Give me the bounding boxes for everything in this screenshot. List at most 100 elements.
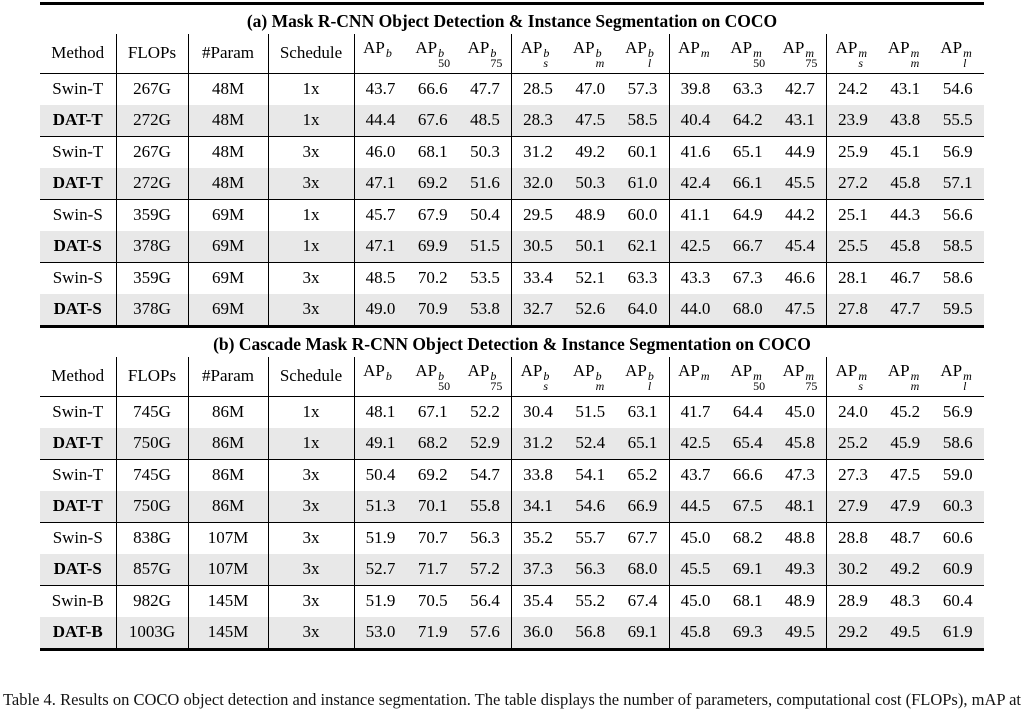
value-cell: 48.9 [785,591,815,610]
value-cell: 44.9 [785,142,815,161]
column-header: AP b [353,357,407,397]
value-cell: 63.1 [627,402,658,421]
table-a-title: (a) Mask R-CNN Object Detection & Instan… [246,11,778,31]
value-cell: 47.5 [564,105,617,137]
value-cell: 48.5 [459,105,512,137]
value-cell: 53.0 [353,617,407,651]
supsub-script: b 75 [490,369,503,393]
column-header: AP m 50 [721,357,774,397]
supsub-script: m 75 [805,369,818,393]
value-cell: 1x [267,199,354,231]
value-cell: 58.5 [616,105,669,137]
value-cell: 60.1 [627,142,658,161]
value-cell: 28.9 [826,585,879,617]
value-cell: 56.9 [942,402,973,421]
value-cell: 43.7 [353,73,407,105]
value-cell: 55.7 [575,528,606,547]
value-cell: 45.4 [774,231,827,263]
value-cell: 267G [115,136,188,168]
column-header: Method [40,34,116,74]
value-cell: 47.0 [575,79,606,98]
value-cell: 49.2 [879,554,932,586]
value-cell: 67.4 [627,591,658,610]
value-cell: 30.5 [511,231,564,263]
value-cell: 1x [267,396,354,428]
value-cell: 267G [115,73,188,105]
value-cell: 750G [115,491,188,523]
supsub-script: b [385,369,392,383]
value-cell: 67.6 [406,105,459,137]
value-cell: 3x [267,136,354,168]
value-cell: 69M [187,231,268,263]
value-cell: 48.9 [575,205,606,224]
value-cell: 70.5 [417,591,448,610]
value-cell: 66.9 [616,491,669,523]
column-header: FLOPs [115,357,188,397]
column-header: #Param [187,34,268,74]
value-cell: 45.5 [774,168,827,200]
value-cell: 45.8 [668,617,722,651]
method-cell: Swin-S [52,528,103,547]
value-cell: 25.2 [826,428,879,460]
supsub-script: m 50 [753,369,766,393]
value-cell: 42.5 [668,428,722,460]
value-cell: 56.9 [942,142,973,161]
supsub-script: b [385,46,392,60]
value-cell: 30.2 [826,554,879,586]
column-header: FLOPs [115,34,188,74]
value-cell: 68.2 [406,428,459,460]
column-header: AP b 75 [459,34,512,74]
value-cell: 86M [187,428,268,460]
table-row: Swin-B 982G 145M 3x 51.9 70.5 56.4 35.4 55.2 67.4… [40,585,984,617]
table-row: DAT-S 378G 69M 3x 49.0 70.9 53.8 32.7 52.6 64.0 44… [40,294,984,328]
table-row: Swin-S 359G 69M 1x 45.7 67.9 50.4 29.5 48.9 60.0 4… [40,199,984,231]
value-cell: 71.9 [406,617,459,651]
value-cell: 58.5 [931,231,984,263]
table-row: DAT-T 750G 86M 1x 49.1 68.2 52.9 31.2 52.4 65.1 42… [40,428,984,460]
value-cell: 750G [115,428,188,460]
value-cell: 47.3 [785,465,815,484]
method-cell: DAT-S [40,231,116,263]
value-cell: 58.6 [942,268,973,287]
value-cell: 40.4 [668,105,722,137]
table-row: Swin-S 838G 107M 3x 51.9 70.7 56.3 35.2 55.7 67.7… [40,522,984,554]
value-cell: 3x [267,617,354,651]
value-cell: 982G [115,585,188,617]
value-cell: 54.1 [575,465,606,484]
value-cell: 56.3 [564,554,617,586]
value-cell: 48M [187,168,268,200]
value-cell: 86M [187,396,268,428]
value-cell: 28.3 [511,105,564,137]
column-header: AP b 75 [459,357,512,397]
table-caption: Table 4. Results on COCO object detectio… [3,690,1021,714]
table-row: DAT-T 750G 86M 3x 51.3 70.1 55.8 34.1 54.6 66.9 44… [40,491,984,523]
value-cell: 64.9 [732,205,763,224]
value-cell: 45.5 [668,554,722,586]
value-cell: 52.2 [470,402,500,421]
value-cell: 67.7 [627,528,658,547]
value-cell: 65.1 [732,142,763,161]
value-cell: 60.9 [931,554,984,586]
header-row: Method FLOPs #Param Schedule AP b AP b 50 AP b 75 AP… [40,357,984,397]
value-cell: 28.1 [826,262,879,294]
value-cell: 56.3 [470,528,500,547]
value-cell: 47.1 [353,168,407,200]
value-cell: 48M [187,105,268,137]
value-cell: 61.0 [616,168,669,200]
results-tables-area: (a) Mask R-CNN Object Detection & Instan… [40,0,984,651]
value-cell: 51.5 [459,231,512,263]
column-header: AP m s [826,34,879,74]
value-cell: 63.3 [732,79,763,98]
value-cell: 51.3 [353,491,407,523]
value-cell: 28.8 [826,522,879,554]
value-cell: 46.6 [785,268,815,287]
value-cell: 51.6 [459,168,512,200]
value-cell: 1x [267,73,354,105]
value-cell: 272G [115,105,188,137]
method-cell: DAT-T [40,428,116,460]
value-cell: 27.9 [826,491,879,523]
method-cell: Swin-T [52,465,104,484]
